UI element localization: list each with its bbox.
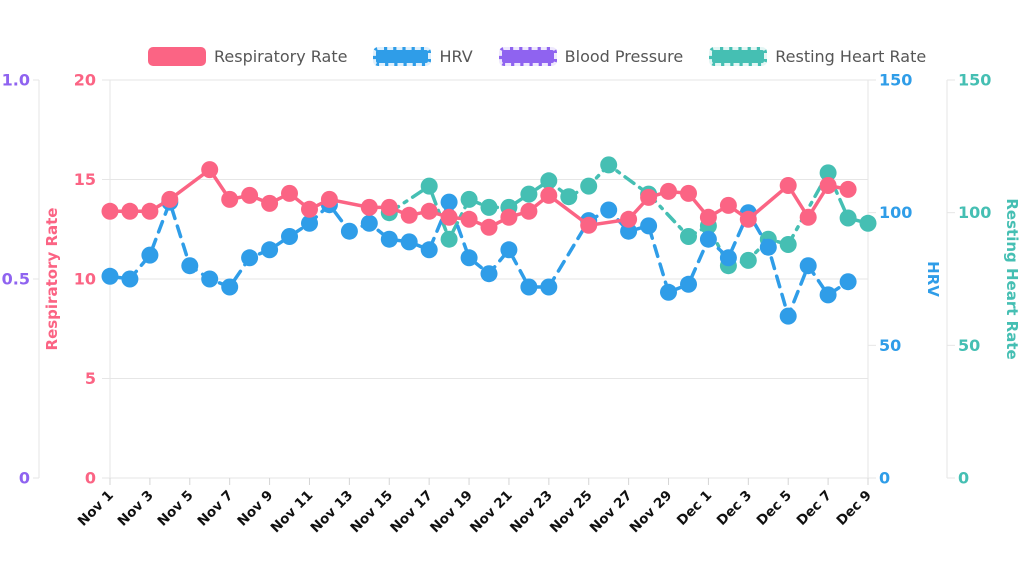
x-tick-label: Nov 11 [268,488,317,537]
x-tick-label: Nov 15 [347,488,396,537]
x-tick-label: Nov 13 [307,488,356,537]
svg-text:5: 5 [85,369,96,388]
chart-legend: Respiratory Rate HRV Blood Pressure Resting… [148,47,926,66]
legend-item-label: Respiratory Rate [214,46,348,66]
x-tick-label: Nov 25 [547,488,596,537]
legend-item-blood-pressure[interactable]: Blood Pressure [498,46,684,66]
x-tick-label: Nov 5 [155,488,197,530]
x-tick-label: Nov 3 [115,488,157,530]
y-axis-hrv: 0 50 100 150 HRV [868,71,942,488]
svg-text:0: 0 [19,469,30,488]
series-respiratory-rate [101,161,857,236]
x-tick-label: Nov 23 [507,488,556,537]
x-tick-label: Nov 29 [627,488,676,537]
y-axis-resting-heart-rate: 0 50 100 150 Resting Heart Rate [947,71,1021,488]
series-resting-heart-rate [380,156,877,275]
y-axis-title-hrv: HRV [924,261,942,297]
x-tick-label: Nov 21 [467,488,516,537]
svg-text:15: 15 [74,170,96,189]
legend-item-resting-heart-rate[interactable]: Resting Heart Rate [709,47,926,66]
legend-item-respiratory-rate[interactable]: Respiratory Rate [148,47,347,66]
svg-text:10: 10 [74,270,96,289]
svg-text:100: 100 [958,203,991,222]
x-tick-label: Dec 5 [754,488,795,529]
legend-item-label: HRV [439,46,473,66]
x-tick-label: Nov 1 [75,488,117,530]
svg-text:50: 50 [958,336,980,355]
legend-item-label: Resting Heart Rate [775,46,927,66]
x-tick-label: Nov 7 [194,488,236,530]
legend-item-hrv[interactable]: HRV [373,46,473,66]
y-axis-title-resting-heart-rate: Resting Heart Rate [1003,198,1021,359]
y-axis-title-respiratory-rate: Respiratory Rate [43,208,61,351]
svg-text:20: 20 [74,71,96,90]
svg-text:0: 0 [958,469,969,488]
x-tick-label: Dec 7 [794,488,835,529]
x-tick-label: Dec 1 [674,488,715,529]
svg-text:0.5: 0.5 [2,270,30,289]
x-tick-label: Nov 27 [587,488,636,537]
svg-text:1.0: 1.0 [2,71,30,90]
x-tick-label: Dec 9 [833,488,874,529]
legend-swatch-icon [498,47,557,66]
svg-text:150: 150 [879,71,912,90]
svg-text:50: 50 [879,336,901,355]
x-tick-label: Dec 3 [714,488,755,529]
legend-item-label: Blood Pressure [564,46,684,66]
series-hrv [101,193,857,325]
svg-text:150: 150 [958,71,991,90]
x-tick-label: Nov 19 [427,488,476,537]
legend-swatch-icon [148,47,206,66]
svg-text:100: 100 [879,203,912,222]
svg-text:0: 0 [85,469,96,488]
legend-swatch-icon [709,47,768,66]
svg-text:0: 0 [879,469,890,488]
x-tick-label: Nov 17 [387,488,436,537]
legend-swatch-icon [373,47,432,66]
y-axis-respiratory-rate: 0 5 10 15 20 Respiratory Rate [43,71,110,488]
y-axis-blood-pressure: 0 0.5 1.0 [2,71,39,488]
